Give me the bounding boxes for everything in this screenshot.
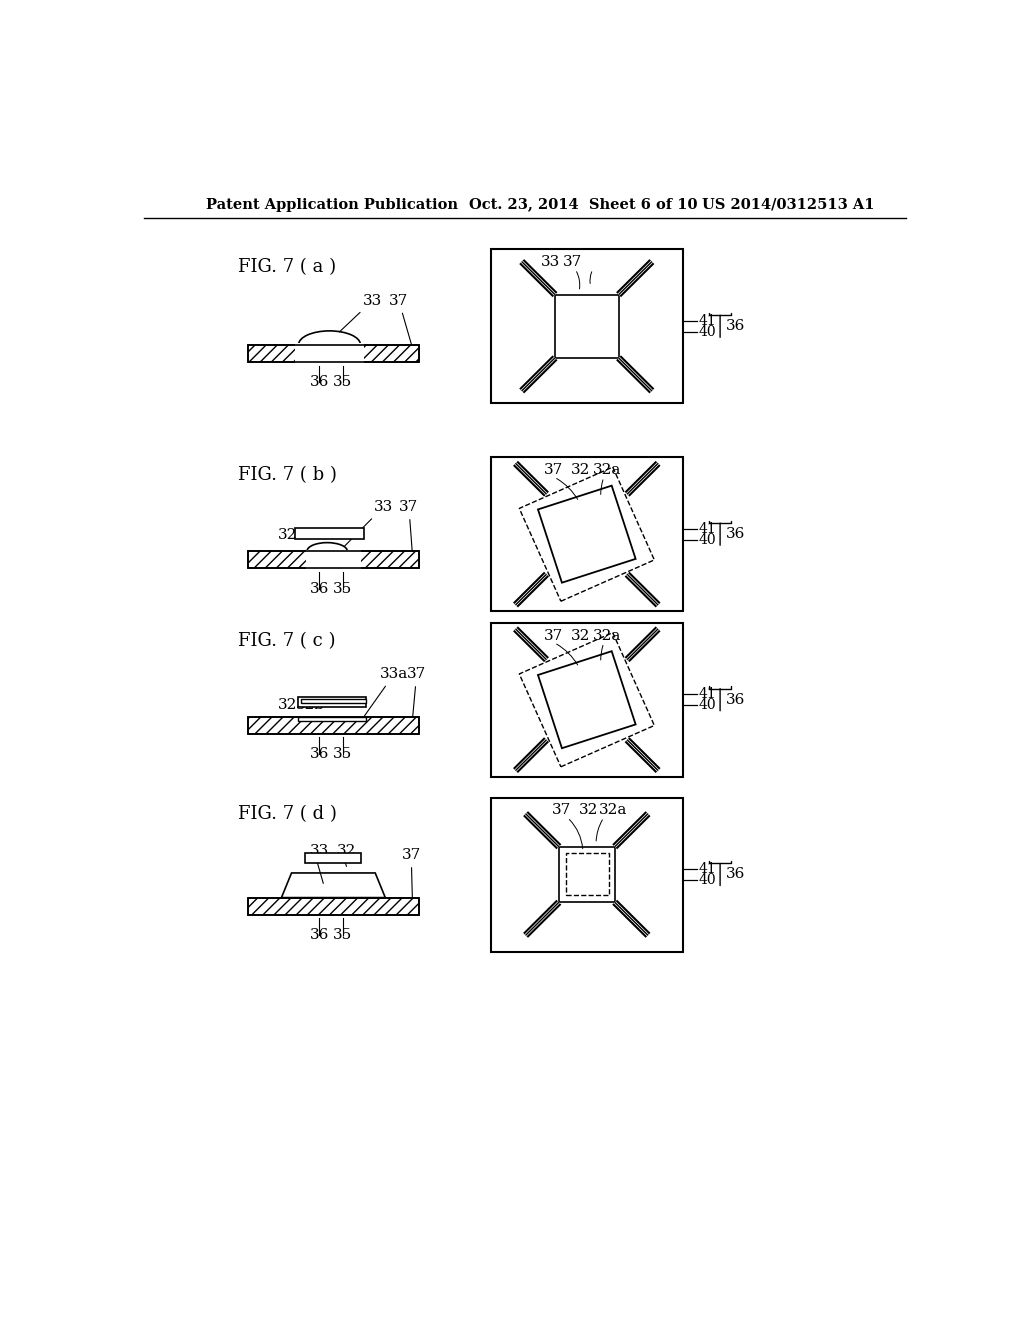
Bar bbox=[538, 486, 636, 582]
Bar bbox=[519, 467, 654, 601]
Bar bbox=[490, 457, 683, 611]
Bar bbox=[538, 651, 636, 748]
Bar bbox=[555, 294, 618, 358]
Bar bbox=[298, 697, 366, 706]
Text: 37: 37 bbox=[401, 849, 421, 898]
Text: 37: 37 bbox=[407, 667, 426, 717]
Bar bbox=[305, 853, 361, 863]
Text: 32: 32 bbox=[579, 804, 598, 817]
Bar bbox=[248, 898, 419, 915]
Text: 35: 35 bbox=[333, 582, 352, 595]
Text: 33: 33 bbox=[541, 255, 560, 269]
Text: 33a: 33a bbox=[365, 667, 409, 715]
Text: 32: 32 bbox=[571, 463, 591, 477]
Bar bbox=[248, 552, 419, 568]
Text: 37: 37 bbox=[389, 294, 412, 345]
Text: 41: 41 bbox=[698, 862, 716, 876]
Bar bbox=[559, 847, 614, 903]
Text: FIG. 7 ( a ): FIG. 7 ( a ) bbox=[238, 259, 336, 276]
Text: 40: 40 bbox=[698, 698, 716, 711]
Bar bbox=[248, 552, 419, 568]
Text: 35: 35 bbox=[333, 747, 352, 762]
Bar bbox=[295, 343, 365, 363]
Bar bbox=[248, 898, 419, 915]
Text: Patent Application Publication: Patent Application Publication bbox=[206, 198, 458, 211]
Bar bbox=[301, 700, 366, 702]
Text: 32a: 32a bbox=[593, 628, 622, 643]
Text: FIG. 7 ( c ): FIG. 7 ( c ) bbox=[238, 632, 336, 649]
Bar bbox=[490, 797, 683, 952]
Text: 32a: 32a bbox=[598, 804, 627, 817]
Text: 36: 36 bbox=[726, 527, 745, 541]
Text: 33: 33 bbox=[339, 294, 382, 333]
Text: FIG. 7 ( d ): FIG. 7 ( d ) bbox=[238, 805, 337, 824]
Text: 32: 32 bbox=[278, 528, 297, 541]
Text: 36: 36 bbox=[309, 747, 329, 762]
Text: 36: 36 bbox=[309, 582, 329, 595]
Text: 35: 35 bbox=[333, 375, 352, 389]
Polygon shape bbox=[282, 873, 385, 898]
Text: 41: 41 bbox=[698, 688, 716, 701]
Text: 36: 36 bbox=[309, 928, 329, 942]
Bar bbox=[490, 249, 683, 404]
Text: 32: 32 bbox=[571, 628, 591, 643]
Text: 35: 35 bbox=[333, 928, 352, 942]
Bar bbox=[248, 717, 419, 734]
Text: FIG. 7 ( b ): FIG. 7 ( b ) bbox=[238, 466, 337, 484]
Text: 40: 40 bbox=[698, 325, 716, 339]
Text: 41: 41 bbox=[698, 314, 716, 327]
Text: 32: 32 bbox=[278, 698, 297, 711]
Text: 37: 37 bbox=[399, 500, 419, 552]
Text: 36: 36 bbox=[726, 693, 745, 706]
Bar bbox=[295, 528, 364, 539]
Text: 36: 36 bbox=[726, 319, 745, 333]
Text: 33: 33 bbox=[345, 500, 393, 546]
Text: 37: 37 bbox=[552, 804, 571, 817]
Text: 32b: 32b bbox=[295, 698, 325, 711]
Text: 36: 36 bbox=[726, 867, 745, 882]
Text: 36: 36 bbox=[309, 375, 329, 389]
Text: 40: 40 bbox=[698, 873, 716, 887]
Bar bbox=[248, 345, 419, 362]
Bar bbox=[490, 623, 683, 776]
Bar bbox=[519, 632, 654, 767]
Text: US 2014/0312513 A1: US 2014/0312513 A1 bbox=[701, 198, 874, 211]
Text: 37: 37 bbox=[544, 463, 563, 477]
Text: 37: 37 bbox=[563, 255, 582, 269]
Bar bbox=[248, 345, 419, 362]
Bar bbox=[306, 549, 360, 570]
Text: 32: 32 bbox=[337, 845, 356, 858]
Text: 40: 40 bbox=[698, 532, 716, 546]
Bar bbox=[566, 853, 608, 895]
Bar bbox=[248, 717, 419, 734]
Text: 32a: 32a bbox=[593, 463, 622, 477]
Text: 37: 37 bbox=[544, 628, 563, 643]
Text: 41: 41 bbox=[698, 521, 716, 536]
Text: 33: 33 bbox=[310, 845, 330, 858]
Text: Oct. 23, 2014  Sheet 6 of 10: Oct. 23, 2014 Sheet 6 of 10 bbox=[469, 198, 697, 211]
Bar bbox=[298, 717, 366, 721]
Ellipse shape bbox=[307, 543, 347, 560]
Ellipse shape bbox=[299, 331, 360, 359]
